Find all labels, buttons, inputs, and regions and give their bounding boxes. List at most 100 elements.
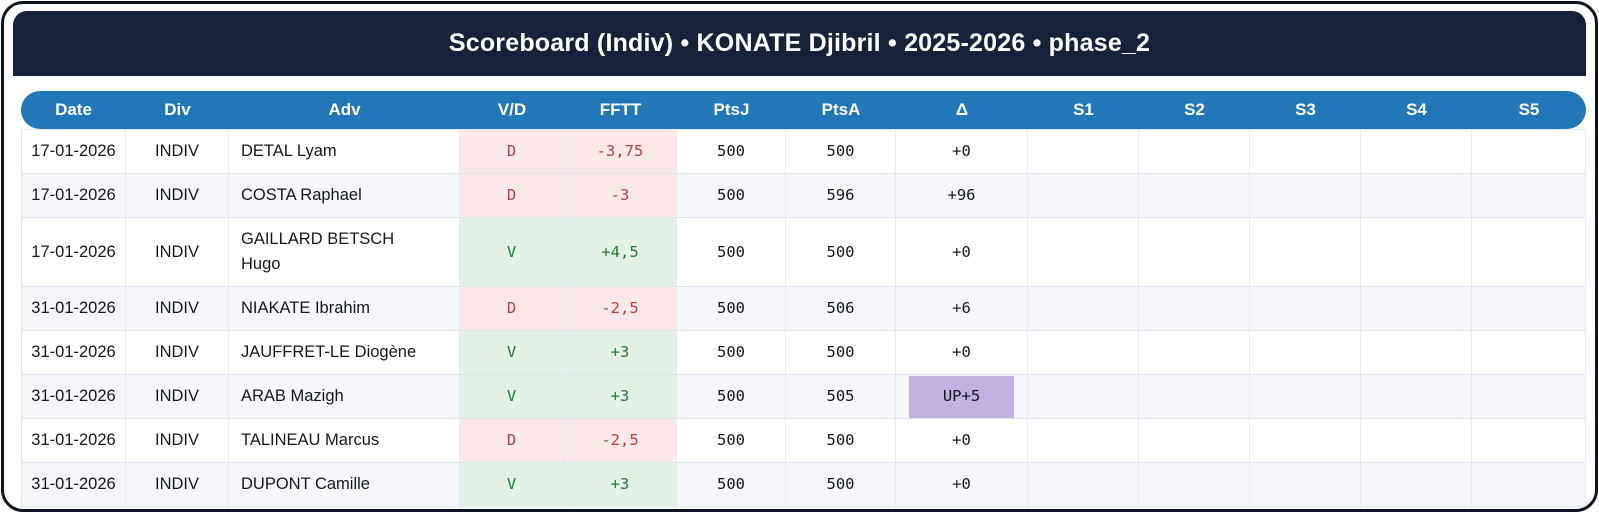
table-row: 31-01-2026 INDIV NIAKATE Ibrahim D -2,5 500 50… — [21, 287, 1586, 331]
table-row: 31-01-2026 INDIV JAUFFRET-LE Diogène V +3 500… — [21, 331, 1586, 375]
set2-cell — [1139, 174, 1250, 218]
column-header-div: Div — [126, 91, 229, 129]
division-cell: INDIV — [126, 375, 229, 419]
column-header-s3: S3 — [1250, 91, 1361, 129]
set5-cell — [1472, 331, 1586, 375]
table-body: 17-01-2026 INDIV DETAL Lyam D -3,75 500 500 +0 1… — [21, 129, 1586, 507]
opponent-cell: JAUFFRET-LE Diogène — [229, 331, 460, 375]
opponent-cell: COSTA Raphael — [229, 174, 460, 218]
opponent-cell: DETAL Lyam — [229, 129, 460, 174]
set3-cell — [1250, 419, 1361, 463]
set5-cell — [1472, 218, 1586, 287]
pts-j-cell: 500 — [677, 174, 786, 218]
set4-cell — [1361, 174, 1472, 218]
set5-cell — [1472, 174, 1586, 218]
results-table: Date Div Adv V/D FFTT PtsJ PtsA Δ S1 S2 S3 S4 S5 17-… — [21, 91, 1586, 507]
table-row: 17-01-2026 INDIV COSTA Raphael D -3 500 596 +96 — [21, 174, 1586, 218]
pts-j-cell: 500 — [677, 218, 786, 287]
pts-j-cell: 500 — [677, 375, 786, 419]
set3-cell — [1250, 129, 1361, 174]
result-cell: V — [460, 375, 564, 419]
fftt-points-cell: +4,5 — [564, 218, 677, 287]
set3-cell — [1250, 218, 1361, 287]
set5-cell — [1472, 287, 1586, 331]
date-cell: 17-01-2026 — [21, 129, 126, 174]
fftt-points-cell: +3 — [564, 375, 677, 419]
result-cell: D — [460, 419, 564, 463]
opponent-cell: DUPONT Camille — [229, 463, 460, 507]
set4-cell — [1361, 463, 1472, 507]
delta-cell: +0 — [896, 129, 1028, 174]
division-cell: INDIV — [126, 129, 229, 174]
fftt-points-cell: +3 — [564, 463, 677, 507]
set1-cell — [1028, 218, 1139, 287]
column-header-s1: S1 — [1028, 91, 1139, 129]
fftt-points-cell: -3 — [564, 174, 677, 218]
pts-a-cell: 500 — [786, 218, 896, 287]
result-cell: D — [460, 129, 564, 174]
opponent-cell: NIAKATE Ibrahim — [229, 287, 460, 331]
set3-cell — [1250, 375, 1361, 419]
set1-cell — [1028, 331, 1139, 375]
set1-cell — [1028, 174, 1139, 218]
table-header-row: Date Div Adv V/D FFTT PtsJ PtsA Δ S1 S2 S3 S4 S5 — [21, 91, 1586, 129]
set2-cell — [1139, 419, 1250, 463]
fftt-points-cell: -2,5 — [564, 287, 677, 331]
pts-j-cell: 500 — [677, 463, 786, 507]
set4-cell — [1361, 375, 1472, 419]
pts-j-cell: 500 — [677, 419, 786, 463]
column-header-ptsj: PtsJ — [677, 91, 786, 129]
pts-a-cell: 505 — [786, 375, 896, 419]
set4-cell — [1361, 331, 1472, 375]
result-cell: V — [460, 463, 564, 507]
table-row: 31-01-2026 INDIV TALINEAU Marcus D -2,5 500 50… — [21, 419, 1586, 463]
set4-cell — [1361, 218, 1472, 287]
set2-cell — [1139, 129, 1250, 174]
column-header-s5: S5 — [1472, 91, 1586, 129]
opponent-cell: GAILLARD BETSCH Hugo — [229, 218, 460, 287]
result-cell: V — [460, 331, 564, 375]
date-cell: 31-01-2026 — [21, 419, 126, 463]
pts-a-cell: 500 — [786, 129, 896, 174]
column-header-s4: S4 — [1361, 91, 1472, 129]
opponent-cell: ARAB Mazigh — [229, 375, 460, 419]
set3-cell — [1250, 331, 1361, 375]
delta-cell: +0 — [896, 463, 1028, 507]
division-cell: INDIV — [126, 419, 229, 463]
column-header-fftt: FFTT — [564, 91, 677, 129]
date-cell: 31-01-2026 — [21, 463, 126, 507]
date-cell: 31-01-2026 — [21, 331, 126, 375]
column-header-date: Date — [21, 91, 126, 129]
set5-cell — [1472, 463, 1586, 507]
delta-cell: +0 — [896, 419, 1028, 463]
fftt-points-cell: +3 — [564, 331, 677, 375]
date-cell: 31-01-2026 — [21, 287, 126, 331]
set3-cell — [1250, 174, 1361, 218]
table-row: 31-01-2026 INDIV ARAB Mazigh V +3 500 505 UP+5 — [21, 375, 1586, 419]
set2-cell — [1139, 218, 1250, 287]
date-cell: 17-01-2026 — [21, 174, 126, 218]
delta-cell: UP+5 — [896, 375, 1028, 419]
column-header-s2: S2 — [1139, 91, 1250, 129]
set1-cell — [1028, 463, 1139, 507]
date-cell: 31-01-2026 — [21, 375, 126, 419]
division-cell: INDIV — [126, 287, 229, 331]
table-row: 17-01-2026 INDIV GAILLARD BETSCH Hugo V +4,5… — [21, 218, 1586, 287]
delta-cell: +0 — [896, 331, 1028, 375]
set4-cell — [1361, 287, 1472, 331]
set5-cell — [1472, 375, 1586, 419]
page-title: Scoreboard (Indiv) • KONATE Djibril • 20… — [448, 29, 1151, 57]
date-cell: 17-01-2026 — [21, 218, 126, 287]
set4-cell — [1361, 129, 1472, 174]
fftt-points-cell: -2,5 — [564, 419, 677, 463]
column-header-delta: Δ — [896, 91, 1028, 129]
set2-cell — [1139, 287, 1250, 331]
delta-cell: +6 — [896, 287, 1028, 331]
set1-cell — [1028, 375, 1139, 419]
opponent-cell: TALINEAU Marcus — [229, 419, 460, 463]
title-bar: Scoreboard (Indiv) • KONATE Djibril • 20… — [13, 11, 1586, 76]
set1-cell — [1028, 129, 1139, 174]
delta-cell: +96 — [896, 174, 1028, 218]
pts-j-cell: 500 — [677, 129, 786, 174]
